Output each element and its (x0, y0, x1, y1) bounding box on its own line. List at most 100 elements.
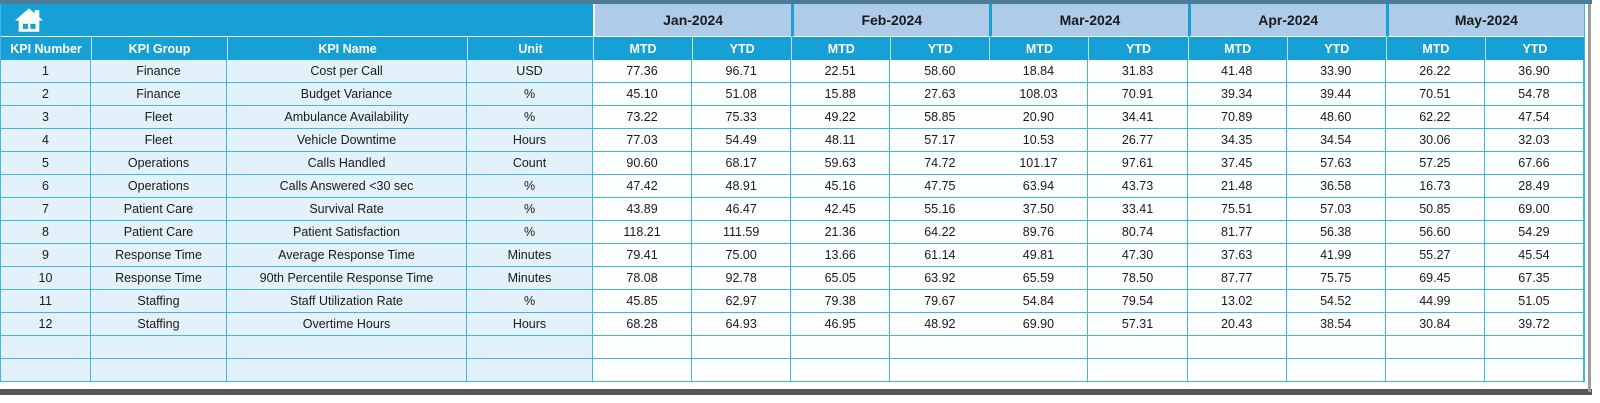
value-cell[interactable]: 39.34 (1187, 83, 1287, 106)
value-cell[interactable]: 74.72 (890, 152, 990, 175)
empty-cell[interactable] (227, 336, 467, 359)
value-cell[interactable]: 101.17 (989, 152, 1089, 175)
value-cell[interactable]: 69.90 (989, 313, 1089, 336)
value-cell[interactable]: 42.45 (791, 198, 891, 221)
value-cell[interactable]: 28.49 (1484, 175, 1584, 198)
value-cell[interactable]: 57.03 (1286, 198, 1386, 221)
value-cell[interactable]: 46.47 (692, 198, 792, 221)
value-cell[interactable]: 41.48 (1187, 60, 1287, 83)
sub-header-mtd-apr-2024[interactable]: MTD (1187, 37, 1287, 60)
sub-header-mtd-may-2024[interactable]: MTD (1385, 37, 1485, 60)
value-cell[interactable]: 64.93 (692, 313, 792, 336)
value-cell[interactable]: 13.66 (791, 244, 891, 267)
value-cell[interactable]: 79.67 (890, 290, 990, 313)
value-cell[interactable]: 75.33 (692, 106, 792, 129)
kpi-group-cell[interactable]: Staffing (91, 313, 227, 336)
value-cell[interactable]: 78.50 (1088, 267, 1188, 290)
value-cell[interactable]: 37.45 (1187, 152, 1287, 175)
value-cell[interactable]: 54.78 (1484, 83, 1584, 106)
unit-cell[interactable]: USD (467, 60, 593, 83)
value-cell[interactable]: 43.89 (593, 198, 693, 221)
value-cell[interactable]: 48.91 (692, 175, 792, 198)
kpi-name-cell[interactable]: Average Response Time (227, 244, 467, 267)
value-cell[interactable]: 65.05 (791, 267, 891, 290)
kpi-name-cell[interactable]: Calls Answered <30 sec (227, 175, 467, 198)
value-cell[interactable]: 50.85 (1385, 198, 1485, 221)
value-cell[interactable]: 80.74 (1088, 221, 1188, 244)
value-cell[interactable]: 63.94 (989, 175, 1089, 198)
value-cell[interactable]: 57.17 (890, 129, 990, 152)
value-cell[interactable]: 55.27 (1385, 244, 1485, 267)
unit-cell[interactable]: % (467, 106, 593, 129)
value-cell[interactable]: 62.97 (692, 290, 792, 313)
value-cell[interactable]: 38.54 (1286, 313, 1386, 336)
kpi-number-cell[interactable]: 6 (1, 175, 91, 198)
unit-cell[interactable]: Count (467, 152, 593, 175)
column-header-unit[interactable]: Unit (467, 37, 593, 60)
value-cell[interactable]: 59.63 (791, 152, 891, 175)
value-cell[interactable]: 75.00 (692, 244, 792, 267)
value-cell[interactable]: 30.06 (1385, 129, 1485, 152)
value-cell[interactable]: 111.59 (692, 221, 792, 244)
value-cell[interactable]: 79.41 (593, 244, 693, 267)
value-cell[interactable]: 75.75 (1286, 267, 1386, 290)
empty-cell[interactable] (791, 359, 891, 382)
month-header-mar-2024[interactable]: Mar-2024 (989, 4, 1188, 37)
unit-cell[interactable]: % (467, 175, 593, 198)
value-cell[interactable]: 39.72 (1484, 313, 1584, 336)
empty-cell[interactable] (1484, 336, 1584, 359)
empty-cell[interactable] (1088, 359, 1188, 382)
sub-header-mtd-mar-2024[interactable]: MTD (989, 37, 1089, 60)
value-cell[interactable]: 48.11 (791, 129, 891, 152)
value-cell[interactable]: 37.63 (1187, 244, 1287, 267)
value-cell[interactable]: 96.71 (692, 60, 792, 83)
value-cell[interactable]: 68.28 (593, 313, 693, 336)
value-cell[interactable]: 34.41 (1088, 106, 1188, 129)
kpi-name-cell[interactable]: Staff Utilization Rate (227, 290, 467, 313)
kpi-name-cell[interactable]: Survival Rate (227, 198, 467, 221)
kpi-name-cell[interactable]: Overtime Hours (227, 313, 467, 336)
sub-header-ytd-jan-2024[interactable]: YTD (692, 37, 792, 60)
kpi-group-cell[interactable]: Patient Care (91, 198, 227, 221)
value-cell[interactable]: 54.29 (1484, 221, 1584, 244)
value-cell[interactable]: 10.53 (989, 129, 1089, 152)
value-cell[interactable]: 27.63 (890, 83, 990, 106)
column-header-kpi-name[interactable]: KPI Name (227, 37, 467, 60)
value-cell[interactable]: 30.84 (1385, 313, 1485, 336)
value-cell[interactable]: 54.52 (1286, 290, 1386, 313)
value-cell[interactable]: 49.81 (989, 244, 1089, 267)
column-header-kpi-group[interactable]: KPI Group (91, 37, 227, 60)
value-cell[interactable]: 33.90 (1286, 60, 1386, 83)
value-cell[interactable]: 55.16 (890, 198, 990, 221)
value-cell[interactable]: 13.02 (1187, 290, 1287, 313)
unit-cell[interactable]: % (467, 83, 593, 106)
value-cell[interactable]: 69.45 (1385, 267, 1485, 290)
value-cell[interactable]: 39.44 (1286, 83, 1386, 106)
value-cell[interactable]: 45.10 (593, 83, 693, 106)
empty-cell[interactable] (1088, 336, 1188, 359)
kpi-group-cell[interactable]: Operations (91, 175, 227, 198)
kpi-number-cell[interactable]: 2 (1, 83, 91, 106)
value-cell[interactable]: 45.85 (593, 290, 693, 313)
kpi-number-cell[interactable]: 5 (1, 152, 91, 175)
value-cell[interactable]: 89.76 (989, 221, 1089, 244)
value-cell[interactable]: 18.84 (989, 60, 1089, 83)
value-cell[interactable]: 21.36 (791, 221, 891, 244)
value-cell[interactable]: 15.88 (791, 83, 891, 106)
value-cell[interactable]: 20.43 (1187, 313, 1287, 336)
value-cell[interactable]: 56.38 (1286, 221, 1386, 244)
empty-cell[interactable] (1484, 359, 1584, 382)
empty-cell[interactable] (91, 336, 227, 359)
value-cell[interactable]: 47.42 (593, 175, 693, 198)
value-cell[interactable]: 62.22 (1385, 106, 1485, 129)
unit-cell[interactable]: % (467, 221, 593, 244)
value-cell[interactable]: 54.84 (989, 290, 1089, 313)
value-cell[interactable]: 69.00 (1484, 198, 1584, 221)
value-cell[interactable]: 70.51 (1385, 83, 1485, 106)
kpi-number-cell[interactable]: 8 (1, 221, 91, 244)
value-cell[interactable]: 75.51 (1187, 198, 1287, 221)
kpi-group-cell[interactable]: Finance (91, 60, 227, 83)
value-cell[interactable]: 57.25 (1385, 152, 1485, 175)
kpi-name-cell[interactable]: Patient Satisfaction (227, 221, 467, 244)
value-cell[interactable]: 21.48 (1187, 175, 1287, 198)
